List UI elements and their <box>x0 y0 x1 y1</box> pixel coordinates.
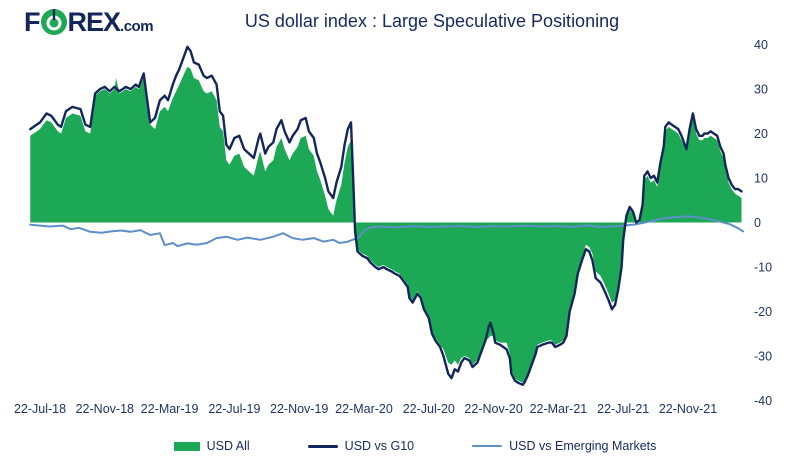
logo-o-icon <box>40 9 67 35</box>
y-tick-label: -10 <box>754 261 772 275</box>
x-tick-label: 22-Nov-18 <box>76 402 134 416</box>
y-tick-label: 20 <box>754 127 768 141</box>
legend-label: USD vs G10 <box>344 439 415 453</box>
forex-logo: F REX .com <box>24 7 154 37</box>
y-tick-label: 10 <box>754 172 768 186</box>
legend-label: USD vs Emerging Markets <box>509 439 657 453</box>
x-tick-label: 22-Jul-18 <box>14 402 66 416</box>
x-tick-label: 22-Jul-21 <box>597 402 649 416</box>
y-tick-label: 30 <box>754 83 768 97</box>
logo-text-f: F <box>24 7 40 37</box>
y-tick-label: -20 <box>754 305 772 319</box>
y-tick-label: -30 <box>754 349 772 363</box>
legend-item-usd-all: USD All <box>173 439 250 453</box>
y-tick-label: 40 <box>754 38 768 52</box>
chart-title: US dollar index : Large Speculative Posi… <box>244 11 620 31</box>
y-tick-label: 0 <box>754 216 761 230</box>
usd-vs-em-swatch <box>472 445 503 447</box>
logo-text-rex: REX <box>67 7 122 37</box>
usd-vs-g10-line <box>29 45 743 386</box>
logo-text-dotcom: .com <box>120 18 154 35</box>
usd-vs-em-line <box>29 215 745 248</box>
legend-item-usd-vs-em: USD vs Emerging Markets <box>472 439 656 453</box>
x-tick-label: 22-Jul-20 <box>403 402 455 416</box>
usd-all-area <box>30 66 742 383</box>
usd-all-swatch <box>173 441 200 451</box>
x-tick-label: 22-Mar-20 <box>335 402 393 416</box>
usd-vs-g10-swatch <box>307 444 338 448</box>
y-tick-label: -40 <box>754 394 772 408</box>
x-tick-label: 22-Mar-19 <box>141 402 199 416</box>
x-tick-label: 22-Jul-19 <box>208 402 260 416</box>
x-tick-label: 22-Nov-19 <box>270 402 328 416</box>
x-tick-label: 22-Mar-21 <box>530 402 588 416</box>
legend-label: USD All <box>206 439 250 453</box>
x-tick-label: 22-Nov-20 <box>464 402 522 416</box>
legend-item-usd-vs-g10: USD vs G10 <box>307 439 415 453</box>
x-tick-label: 22-Nov-21 <box>659 402 717 416</box>
chart-legend: USD All USD vs G10 USD vs Emerging Marke… <box>0 439 800 453</box>
